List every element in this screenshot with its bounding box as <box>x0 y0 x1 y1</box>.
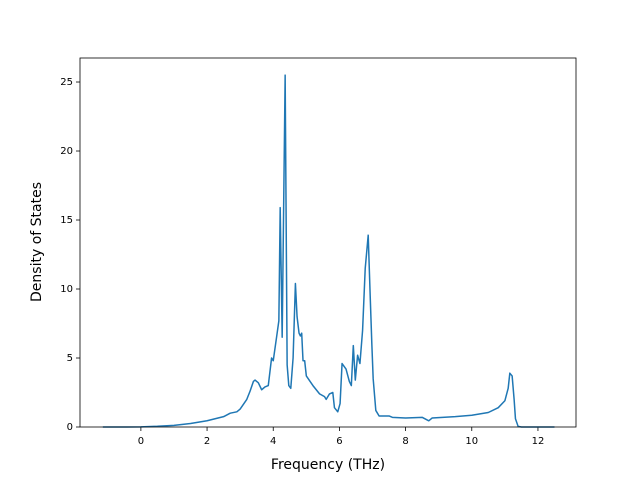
y-tick-label: 20 <box>60 146 73 157</box>
x-tick-label: 10 <box>465 436 478 447</box>
x-axis-title: Frequency (THz) <box>271 457 385 473</box>
x-tick-label: 8 <box>402 436 408 447</box>
x-tick-label: 6 <box>336 436 342 447</box>
plot-frame <box>79 57 577 428</box>
data-line <box>102 74 555 428</box>
x-tick-label: 2 <box>204 436 210 447</box>
x-tick-label: 0 <box>138 436 144 447</box>
y-tick-label: 15 <box>60 215 73 226</box>
x-tick-label: 12 <box>532 436 545 447</box>
y-tick-label: 10 <box>60 284 73 295</box>
y-tick-label: 25 <box>60 77 73 88</box>
y-tick-label: 0 <box>67 422 73 433</box>
y-axis-title: Density of States <box>29 182 45 302</box>
y-tick-label: 5 <box>67 353 73 364</box>
x-tick-label: 4 <box>270 436 276 447</box>
